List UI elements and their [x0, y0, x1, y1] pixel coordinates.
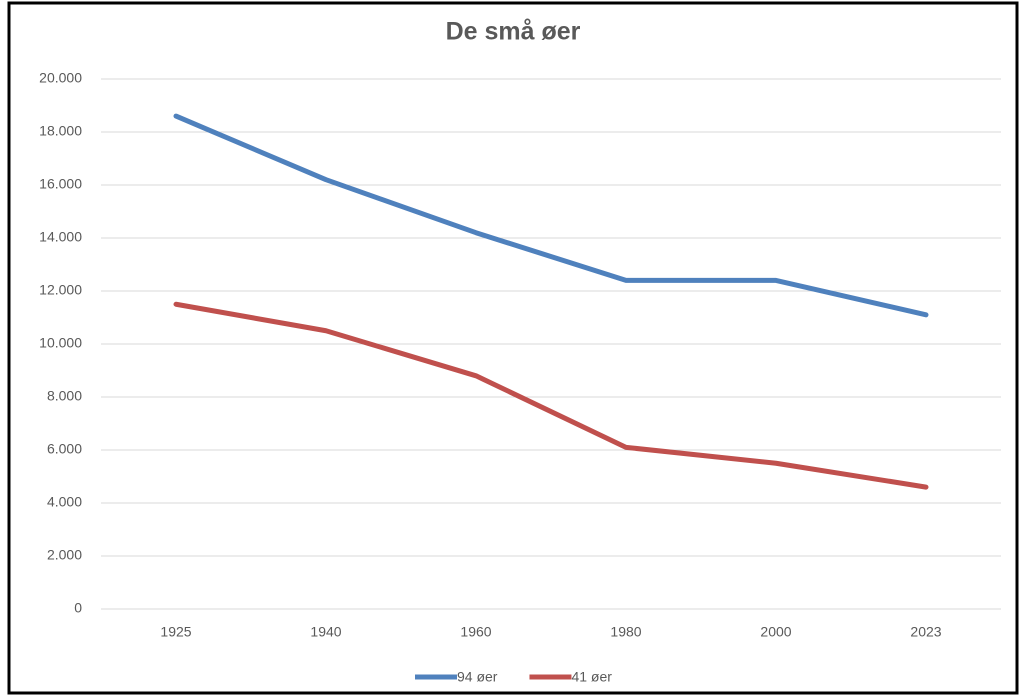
- legend-label: 94 øer: [457, 669, 498, 685]
- y-tick-label: 18.000: [39, 123, 82, 139]
- chart-frame: [7, 1, 1019, 695]
- y-tick-label: 16.000: [39, 176, 82, 192]
- x-tick-label: 2000: [760, 624, 791, 640]
- x-tick-label: 1925: [160, 624, 191, 640]
- y-tick-label: 14.000: [39, 229, 82, 245]
- y-tick-label: 12.000: [39, 282, 82, 298]
- x-tick-label: 1960: [460, 624, 491, 640]
- y-tick-label: 8.000: [47, 388, 82, 404]
- y-tick-label: 0: [74, 600, 82, 616]
- y-tick-label: 10.000: [39, 335, 82, 351]
- y-tick-label: 2.000: [47, 547, 82, 563]
- legend-label: 41 øer: [571, 669, 612, 685]
- x-tick-label: 2023: [910, 624, 941, 640]
- line-series: [173, 113, 929, 318]
- y-tick-label: 4.000: [47, 494, 82, 510]
- y-tick-label: 20.000: [39, 70, 82, 86]
- line-series: [173, 301, 929, 490]
- x-tick-label: 1980: [610, 624, 641, 640]
- chart-title: De små øer: [446, 18, 581, 46]
- y-tick-label: 6.000: [47, 441, 82, 457]
- x-tick-label: 1940: [310, 624, 341, 640]
